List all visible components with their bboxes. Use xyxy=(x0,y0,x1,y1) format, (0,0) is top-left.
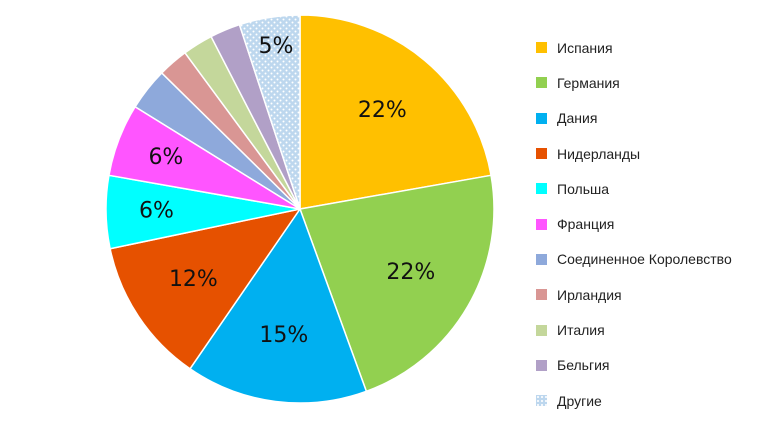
legend-label: Польша xyxy=(557,180,610,197)
legend-swatch xyxy=(536,183,547,195)
legend-item: Ирландия xyxy=(536,277,732,312)
legend-label: Ирландия xyxy=(557,286,622,303)
legend-item: Нидерланды xyxy=(536,136,732,171)
pie-slice-2 xyxy=(188,207,368,404)
legend-swatch xyxy=(536,218,547,230)
legend-swatch xyxy=(536,77,547,89)
data-label-2: 15% xyxy=(259,323,308,348)
legend-swatch xyxy=(536,395,547,407)
legend-label: Дания xyxy=(557,110,598,127)
legend-swatch xyxy=(536,289,547,301)
data-label-3: 12% xyxy=(169,267,218,292)
legend-label: Франция xyxy=(557,216,615,233)
legend-swatch xyxy=(536,112,547,124)
data-label-10: 5% xyxy=(259,34,294,59)
legend-item: Италия xyxy=(536,312,732,347)
legend-swatch xyxy=(536,42,547,54)
legend-label: Нидерланды xyxy=(557,145,641,162)
pie-slice-10 xyxy=(238,14,301,210)
data-label-1: 22% xyxy=(386,260,435,285)
legend: Испания Германия Дания Нидерланды Польша Фран… xyxy=(536,30,732,418)
legend-item: Другие xyxy=(536,383,732,418)
data-label-5: 6% xyxy=(148,145,183,170)
legend-label: Германия xyxy=(557,74,620,91)
legend-swatch xyxy=(536,148,547,160)
legend-item: Польша xyxy=(536,171,732,206)
legend-swatch xyxy=(536,253,547,265)
legend-label: Бельгия xyxy=(557,357,610,374)
legend-label: Испания xyxy=(557,39,613,56)
pie-slice-3 xyxy=(109,207,302,370)
legend-item: Германия xyxy=(536,65,732,100)
data-label-4: 6% xyxy=(139,198,174,223)
legend-label: Другие xyxy=(557,392,602,409)
legend-item: Бельгия xyxy=(536,348,732,383)
legend-item: Дания xyxy=(536,101,732,136)
pie-slice-0 xyxy=(299,14,492,210)
legend-item: Соединенное Королевство xyxy=(536,242,732,277)
data-label-0: 22% xyxy=(358,98,407,123)
legend-label: Соединенное Королевство xyxy=(557,251,732,268)
pie-slice-1 xyxy=(298,174,495,393)
legend-swatch xyxy=(536,359,547,371)
legend-swatch xyxy=(536,324,547,336)
legend-item: Испания xyxy=(536,30,732,65)
legend-label: Италия xyxy=(557,322,605,339)
legend-item: Франция xyxy=(536,206,732,241)
